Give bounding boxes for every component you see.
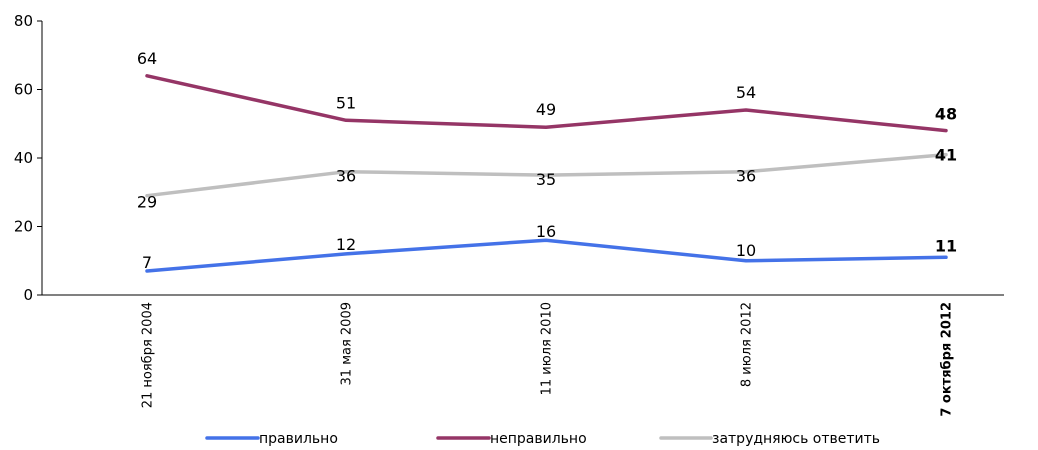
data-labels: 7 12 16 10 11 64 51 49 54 48 29 36 35 36 41 (137, 49, 957, 272)
y-tick-label: 80 (14, 12, 33, 30)
series-line-3 (145, 152, 948, 198)
series-lines (145, 74, 948, 273)
data-label: 49 (536, 100, 556, 119)
data-label: 36 (736, 167, 756, 186)
x-category-label: 8 июля 2012 (740, 302, 755, 387)
y-tick-label: 60 (14, 81, 33, 99)
data-label: 10 (736, 241, 756, 260)
data-label: 51 (336, 93, 356, 112)
data-label: 7 (142, 253, 152, 272)
legend-label-1: правильно (259, 431, 338, 447)
data-label: 35 (536, 170, 556, 189)
y-tick-label: 20 (14, 218, 33, 236)
series-line-2 (145, 74, 948, 133)
data-label: 64 (137, 49, 157, 68)
data-label: 12 (336, 235, 356, 254)
data-label: 16 (536, 222, 556, 241)
y-tick-label: 40 (14, 149, 33, 167)
legend: правильно неправильно затрудняюсь ответить (205, 431, 880, 447)
axes: 0 20 40 60 80 21 ноября 2004 31 мая 2009 11 июл… (14, 12, 1004, 417)
data-label: 11 (935, 236, 957, 255)
data-label: 29 (137, 193, 157, 212)
series-line-1 (145, 238, 948, 273)
y-tick-label: 0 (23, 286, 33, 304)
legend-label-2: неправильно (490, 431, 587, 447)
x-category-label: 7 октября 2012 (940, 302, 955, 417)
x-category-label: 21 ноября 2004 (141, 302, 156, 408)
x-category-label: 11 июля 2010 (540, 302, 555, 395)
legend-label-3: затрудняюсь ответить (712, 431, 880, 447)
data-label: 54 (736, 83, 756, 102)
data-label: 36 (336, 167, 356, 186)
x-category-label: 31 мая 2009 (340, 302, 355, 385)
data-label: 41 (935, 146, 957, 165)
data-label: 48 (935, 105, 957, 124)
